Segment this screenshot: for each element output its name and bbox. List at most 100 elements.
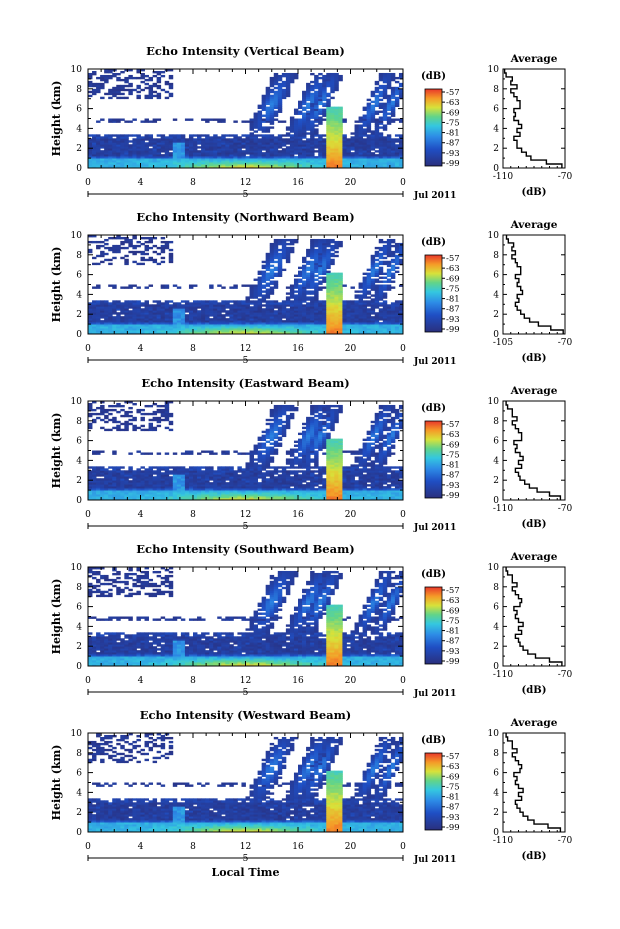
heatmap-cell [132,284,137,287]
heatmap-cell [144,258,149,262]
heatmap-cell [180,310,186,313]
heatmap-cell [136,262,141,266]
heatmap-cell [188,150,194,153]
heatmap-cell [172,310,178,313]
heatmap-cell [88,134,93,137]
heatmap-cell [322,304,327,307]
heatmap-cell [394,306,400,309]
heatmap-cell [370,118,376,121]
heatmap-cell [370,322,376,325]
colorbar-label: (dB) [421,237,446,248]
heatmap-cell [302,146,307,149]
heatmap-cell [265,158,271,161]
heatmap-cell [310,104,315,108]
heatmap-cell [205,162,210,165]
heatmap-cell [156,308,162,311]
heatmap-cell [120,88,125,92]
heatmap-cell [362,302,368,305]
heatmap-cell [350,152,355,155]
heatmap-cell [140,250,145,254]
heatmap-cell [148,158,154,161]
heatmap-cell [221,142,226,145]
heatmap-cell [314,326,319,329]
heatmap-cell [225,140,230,143]
heatmap-cell [233,136,238,139]
heatmap-cell [366,332,372,335]
heatmap-cell [88,94,93,98]
heatmap-cell [116,306,121,309]
heatmap-cell [374,290,380,293]
heatmap-cell [398,154,404,157]
heatmap-cell [128,148,133,151]
heatmap-cell [253,322,259,325]
heatmap-cell [253,162,259,165]
heatmap-cell [164,148,170,151]
heatmap-cell [265,112,271,115]
heatmap-cell [382,332,388,335]
heatmap-cell [156,166,162,169]
heatmap-cell [120,152,125,155]
heatmap-cell [180,452,186,455]
heatmap-cell [310,276,315,279]
heatmap-cell [330,150,335,153]
heatmap-cell [152,154,158,157]
heatmap-cell [168,320,174,323]
heatmap-cell [108,76,113,80]
heatmap-cell [104,498,109,501]
heatmap-cell [180,484,186,487]
heatmap-cell [116,76,121,80]
heatmap-cell [374,162,380,165]
heatmap-cell [394,140,400,143]
heatmap-cell [302,136,307,139]
heatmap-cell [140,318,145,321]
heatmap-cell [390,120,396,123]
heatmap-cell [120,308,125,311]
heatmap-cell [362,278,368,281]
heatmap-cell [269,118,275,121]
heatmap-cell [265,294,271,297]
heatmap-cell [273,304,279,307]
heatmap-cell [310,292,315,295]
heatmap-cell [221,118,226,121]
heatmap-cell [390,158,396,161]
heatmap-cell [88,466,93,469]
heatmap-cell [374,250,380,254]
heatmap-cell [281,256,287,260]
heatmap-cell [302,116,307,119]
heatmap-cell [156,96,162,100]
heatmap-cell [180,136,186,139]
heatmap-cell [132,138,137,141]
heatmap-cell [92,452,97,455]
heatmap-cell [201,158,206,161]
heatmap-cell [120,482,125,485]
heatmap-cell [374,86,380,90]
heatmap-cell [366,120,372,123]
heatmap-cell [140,166,145,169]
heatmap-cell [156,312,162,315]
heatmap-cell [338,152,343,155]
heatmap-cell [322,162,327,165]
heatmap-cell [394,262,400,266]
heatmap-cell [310,244,315,248]
heatmap-cell [378,326,384,329]
heatmap-cell [265,98,271,102]
heatmap-cell [144,428,149,432]
heatmap-cell [362,288,368,291]
heatmap-cell [88,490,93,493]
heatmap-cell [318,92,323,96]
heatmap-cell [184,492,190,495]
heatmap-cell [326,128,331,131]
heatmap-cell [152,236,158,240]
heatmap-cell [124,158,129,161]
heatmap-cell [229,142,234,145]
heatmap-cell [398,142,404,145]
heatmap-cell [330,106,335,109]
heatmap-cell [253,116,259,119]
heatmap-cell [293,120,299,123]
heatmap-cell [201,142,206,145]
heatmap-cell [338,122,343,125]
heatmap-cell [390,280,396,283]
heatmap-cell [156,484,162,487]
heatmap-cell [318,300,323,303]
heatmap-cell [172,140,178,143]
